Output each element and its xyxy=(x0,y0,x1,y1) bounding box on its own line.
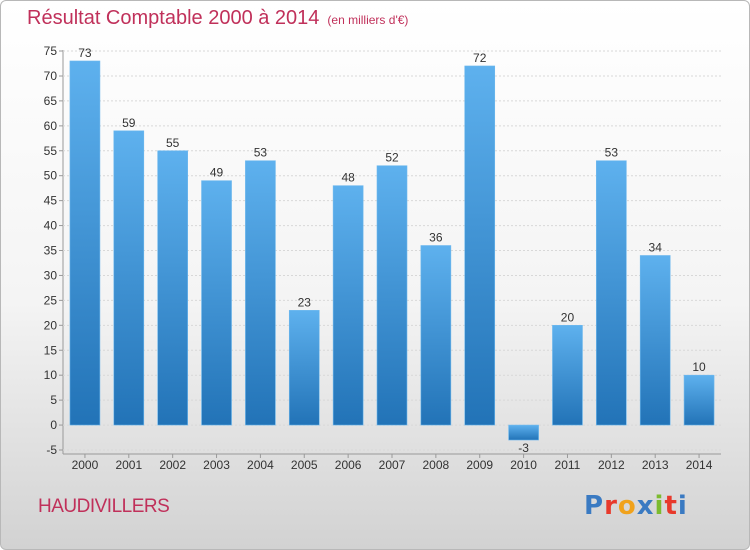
bar-2006 xyxy=(332,185,364,426)
value-label: 23 xyxy=(298,295,312,309)
logo-letter: i xyxy=(654,491,665,521)
y-tick-label: 15 xyxy=(44,343,58,357)
y-tick-label: 10 xyxy=(44,368,58,382)
y-tick-label: 25 xyxy=(44,293,58,307)
y-tick-label: 70 xyxy=(44,69,58,83)
value-label: 36 xyxy=(429,231,443,245)
x-tick-label: 2004 xyxy=(247,458,274,472)
bar-2009 xyxy=(464,65,496,426)
x-tick-label: 2011 xyxy=(555,458,581,472)
x-tick-label: 2013 xyxy=(642,458,669,472)
x-tick-label: 2009 xyxy=(466,458,493,472)
y-tick-label: 50 xyxy=(44,169,58,183)
x-tick-label: 2002 xyxy=(159,458,186,472)
logo-letter: i xyxy=(677,491,688,521)
x-axis: 2000 2001 2002 2003 2004 2005 2006 2007 2008 2009… xyxy=(72,458,713,472)
value-label: 53 xyxy=(605,146,619,160)
value-label: 34 xyxy=(649,240,663,254)
proxiti-logo: Proxiti xyxy=(584,491,688,521)
value-label: 55 xyxy=(166,136,180,150)
y-axis: -5 0 5 10 15 20 25 30 35 40 45 50 55 60 65 70 75 xyxy=(44,44,58,457)
chart-unit: (en milliers d'€) xyxy=(327,13,409,27)
bars xyxy=(69,60,715,441)
x-tick-label: 2000 xyxy=(72,458,99,472)
logo-letter: x xyxy=(636,491,655,521)
logo-letter: P xyxy=(584,491,605,521)
y-tick-label: 0 xyxy=(50,418,57,432)
x-tick-label: 2012 xyxy=(598,458,625,472)
bar-2000 xyxy=(69,60,101,426)
x-tick-label: 2008 xyxy=(423,458,450,472)
bar-2014 xyxy=(683,374,715,426)
value-label: 10 xyxy=(692,360,706,374)
y-tick-label: 40 xyxy=(44,219,58,233)
value-label: 49 xyxy=(210,166,224,180)
x-tick-label: 2005 xyxy=(291,458,318,472)
bar-2004 xyxy=(245,160,276,426)
y-tick-label: 30 xyxy=(44,268,58,282)
x-tick-label: 2001 xyxy=(115,458,142,472)
place-name: HAUDIVILLERS xyxy=(38,496,170,517)
y-tick-label: -5 xyxy=(46,443,57,457)
logo-letter: r xyxy=(604,491,618,521)
logo-letter: o xyxy=(617,491,637,521)
y-tick-label: 55 xyxy=(44,144,58,158)
y-tick-label: 5 xyxy=(50,393,57,407)
bar-2001 xyxy=(113,130,145,426)
value-label: 73 xyxy=(78,46,92,60)
y-tick-label: 35 xyxy=(44,244,58,258)
bar-2011 xyxy=(552,325,583,426)
y-tick-label: 65 xyxy=(44,94,58,108)
x-tick-label: 2010 xyxy=(510,458,537,472)
bar-2005 xyxy=(288,310,320,426)
x-tick-label: 2003 xyxy=(203,458,230,472)
x-tick-label: 2006 xyxy=(335,458,362,472)
bar-2003 xyxy=(201,180,232,426)
logo-letter: t xyxy=(664,491,678,521)
value-label: -3 xyxy=(518,441,529,455)
value-label: 20 xyxy=(561,310,575,324)
value-label: 48 xyxy=(341,171,355,185)
chart-title-text: Résultat Comptable 2000 à 2014 xyxy=(27,7,320,29)
bar-2010 xyxy=(508,424,539,441)
bar-2012 xyxy=(596,160,627,426)
value-label: 52 xyxy=(385,151,399,165)
value-label: 59 xyxy=(122,116,136,130)
y-tick-label: 45 xyxy=(44,194,58,208)
value-label: 53 xyxy=(254,146,268,160)
chart-title: Résultat Comptable 2000 à 2014 (en millie… xyxy=(27,7,408,30)
y-tick-label: 60 xyxy=(44,119,58,133)
x-tick-label: 2014 xyxy=(686,458,713,472)
x-tick-label: 2007 xyxy=(379,458,406,472)
bar-2002 xyxy=(157,150,188,426)
y-tick-label: 20 xyxy=(44,318,58,332)
value-label: 72 xyxy=(473,51,487,65)
y-tick-label: 75 xyxy=(44,44,58,58)
bar-2007 xyxy=(376,165,408,426)
value-labels: 73 59 55 49 53 23 48 52 36 72 -3 20 53 34 10 xyxy=(78,46,706,455)
bar-2013 xyxy=(639,255,671,426)
bar-2008 xyxy=(420,245,452,426)
